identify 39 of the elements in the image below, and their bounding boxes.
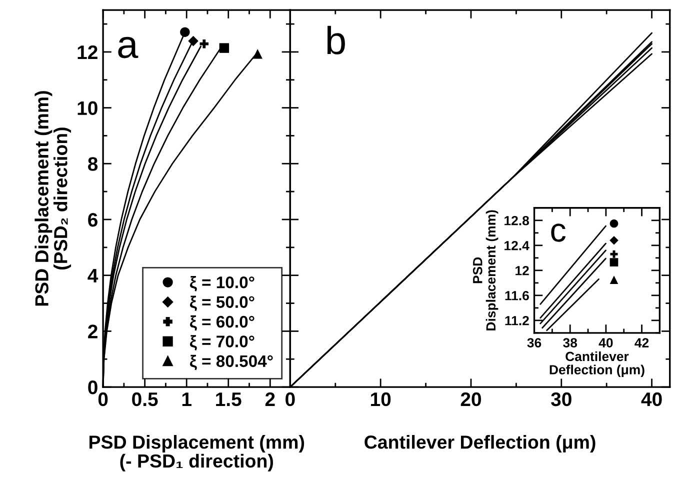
x-tick-label: 40 bbox=[641, 392, 662, 406]
y-tick-label: 10 bbox=[78, 101, 98, 116]
x-tick-label: 42 bbox=[634, 338, 649, 348]
legend-label: ξ = 80.504° bbox=[190, 354, 273, 370]
y-tick-label: 2 bbox=[88, 324, 98, 338]
y-tick-label: 12 bbox=[78, 45, 98, 59]
y-tick-label: 11.6 bbox=[505, 290, 529, 300]
y-axis-title: PSD Displacement (mm) bbox=[472, 210, 498, 330]
y-tick-label: 4 bbox=[88, 269, 98, 282]
legend-label: ξ = 70.0° bbox=[190, 335, 254, 350]
x-tick-label: 1.5 bbox=[216, 392, 242, 406]
annotation: b bbox=[327, 26, 345, 54]
x-axis-title: PSD Displacement (mm) (- PSD₁ direction) bbox=[90, 435, 304, 472]
x-tick-label: 36 bbox=[527, 338, 542, 348]
x-tick-label: 0 bbox=[286, 392, 295, 406]
legend-label: ξ = 50.0° bbox=[190, 296, 254, 312]
y-tick-label: 8 bbox=[88, 157, 98, 171]
x-tick-label: 20 bbox=[460, 392, 481, 406]
y-tick-label: 12 bbox=[516, 266, 529, 276]
annotation: a bbox=[118, 36, 138, 58]
y-tick-label: 11.2 bbox=[505, 316, 529, 326]
x-tick-label: 0 bbox=[98, 392, 108, 406]
x-tick-label: 0.5 bbox=[132, 392, 158, 406]
annotation: c bbox=[551, 224, 566, 242]
y-tick-label: 12.4 bbox=[504, 240, 530, 250]
y-tick-label: 0 bbox=[88, 380, 98, 394]
x-tick-label: 38 bbox=[563, 338, 578, 348]
x-tick-label: 2 bbox=[265, 392, 275, 406]
y-axis-title: PSD Displacement (mm) (PSD₂ direction) bbox=[34, 91, 72, 306]
y-tick-label: 6 bbox=[88, 212, 98, 227]
legend-label: ξ = 10.0° bbox=[190, 276, 254, 292]
x-tick-label: 1 bbox=[182, 392, 192, 406]
x-tick-label: 10 bbox=[370, 392, 391, 406]
x-axis-title: Cantilever Deflection (μm) bbox=[550, 351, 644, 378]
y-tick-label: 12.8 bbox=[504, 216, 529, 226]
x-tick-label: 40 bbox=[598, 338, 613, 348]
legend-label: ξ = 60.0° bbox=[190, 315, 254, 331]
x-axis-title: Cantilever Deflection (μm) bbox=[364, 435, 596, 452]
x-tick-label: 30 bbox=[551, 392, 572, 406]
